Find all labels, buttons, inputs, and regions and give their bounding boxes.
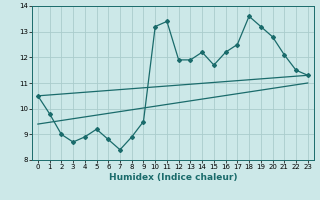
X-axis label: Humidex (Indice chaleur): Humidex (Indice chaleur): [108, 173, 237, 182]
